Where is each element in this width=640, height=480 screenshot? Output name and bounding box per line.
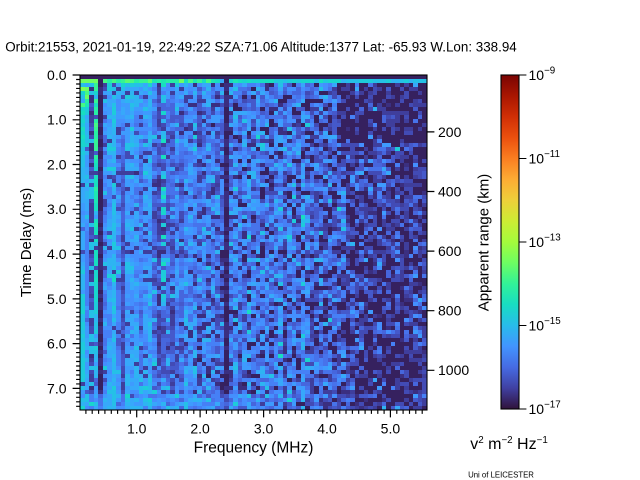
svg-text:Time Delay (ms): Time Delay (ms) — [18, 188, 35, 297]
svg-text:10−15: 10−15 — [529, 316, 562, 333]
svg-text:7.0: 7.0 — [47, 380, 67, 396]
svg-text:10−9: 10−9 — [529, 66, 556, 83]
svg-text:6.0: 6.0 — [47, 336, 67, 352]
svg-text:Uni of LEICESTER: Uni of LEICESTER — [468, 471, 534, 480]
svg-text:800: 800 — [438, 303, 462, 319]
svg-text:5.0: 5.0 — [381, 421, 401, 437]
svg-text:200: 200 — [438, 124, 462, 140]
svg-text:10−17: 10−17 — [529, 400, 561, 417]
svg-text:v2 m−2 Hz−1: v2 m−2 Hz−1 — [470, 435, 548, 453]
svg-text:2.0: 2.0 — [190, 421, 210, 437]
svg-text:10−13: 10−13 — [529, 233, 562, 250]
svg-text:5.0: 5.0 — [47, 291, 67, 307]
svg-text:10−11: 10−11 — [529, 149, 560, 166]
svg-text:1.0: 1.0 — [47, 112, 67, 128]
svg-text:0.0: 0.0 — [47, 67, 67, 83]
svg-text:2.0: 2.0 — [47, 156, 67, 172]
svg-text:4.0: 4.0 — [317, 421, 337, 437]
svg-text:Apparent range (km): Apparent range (km) — [476, 174, 493, 312]
svg-text:3.0: 3.0 — [47, 201, 67, 217]
svg-text:600: 600 — [438, 243, 462, 259]
svg-text:Orbit:21553, 2021-01-19, 22:49: Orbit:21553, 2021-01-19, 22:49:22 SZA:71… — [5, 40, 517, 55]
svg-text:1000: 1000 — [438, 362, 469, 378]
svg-text:Frequency (MHz): Frequency (MHz) — [194, 440, 314, 457]
svg-text:4.0: 4.0 — [47, 246, 67, 262]
svg-text:3.0: 3.0 — [254, 421, 274, 437]
svg-text:400: 400 — [438, 183, 462, 199]
svg-text:1.0: 1.0 — [127, 421, 147, 437]
